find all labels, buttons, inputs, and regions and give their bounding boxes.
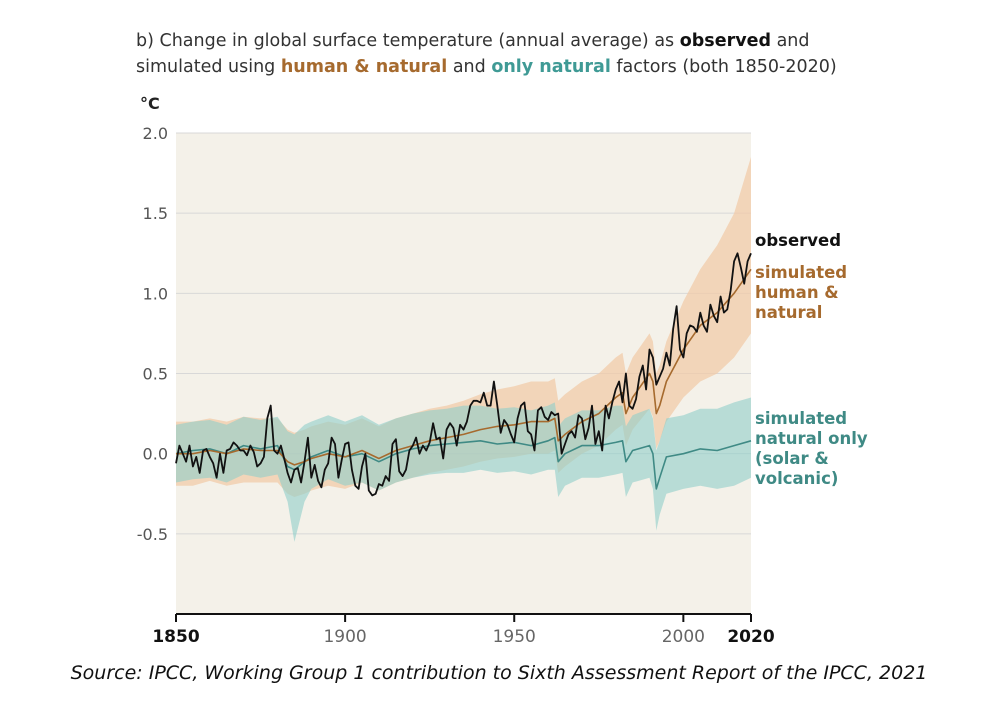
x-tick-label: 1900 bbox=[323, 627, 366, 647]
title-text: and bbox=[447, 57, 492, 77]
y-tick-label: 0.0 bbox=[143, 445, 168, 464]
chart-title-line-1: b) Change in global surface temperature … bbox=[136, 28, 976, 54]
series-label-line: observed bbox=[755, 231, 841, 250]
chart-title: b) Change in global surface temperature … bbox=[136, 28, 976, 80]
y-tick-label: 2.0 bbox=[143, 124, 168, 143]
series-label: simulated natural only (solar & volcanic) bbox=[755, 409, 868, 488]
y-tick-label: 1.5 bbox=[143, 204, 168, 223]
x-tick-label: 2000 bbox=[662, 627, 705, 647]
title-human-natural-emphasis: human & natural bbox=[280, 57, 448, 77]
series-label-line: natural only bbox=[755, 429, 868, 448]
y-tick-label: 0.5 bbox=[143, 365, 168, 384]
x-tick-label: 1850 bbox=[152, 627, 199, 647]
y-axis-label: °C bbox=[140, 94, 160, 113]
source-caption: Source: IPCC, Working Group 1 contributi… bbox=[70, 662, 928, 684]
temperature-chart: 2.0 1.5 1.0 0.5 0.0 -0.5 °C 1850 1900 1950 2000 202… bbox=[137, 94, 868, 647]
series-line bbox=[175, 252, 752, 497]
series-label-line: simulated bbox=[755, 409, 847, 428]
series-line bbox=[176, 268, 752, 466]
x-tick-label: 2020 bbox=[727, 627, 774, 647]
series-label-line: human & bbox=[755, 283, 839, 302]
title-text: and bbox=[771, 31, 810, 51]
series-label-line: simulated bbox=[755, 263, 847, 282]
title-natural-only-emphasis: only natural bbox=[491, 57, 611, 77]
y-tick-label: -0.5 bbox=[137, 525, 168, 544]
y-tick-label: 1.0 bbox=[143, 284, 168, 303]
title-observed-emphasis: observed bbox=[679, 31, 772, 51]
series-label-line: volcanic) bbox=[755, 469, 838, 488]
series-label: simulated human & natural bbox=[755, 263, 847, 322]
title-text: factors (both 1850-2020) bbox=[610, 57, 837, 77]
title-text: b) Change in global surface temperature … bbox=[136, 31, 680, 51]
series-label-line: (solar & bbox=[755, 449, 829, 468]
series-line bbox=[175, 436, 752, 490]
chart-title-line-2: simulated using human & natural and only… bbox=[136, 54, 976, 80]
uncertainty-band bbox=[176, 397, 751, 542]
series-label-line: natural bbox=[755, 303, 822, 322]
x-tick-label: 1950 bbox=[493, 627, 536, 647]
series-label: observed bbox=[755, 231, 841, 250]
title-text: simulated using bbox=[136, 57, 281, 77]
